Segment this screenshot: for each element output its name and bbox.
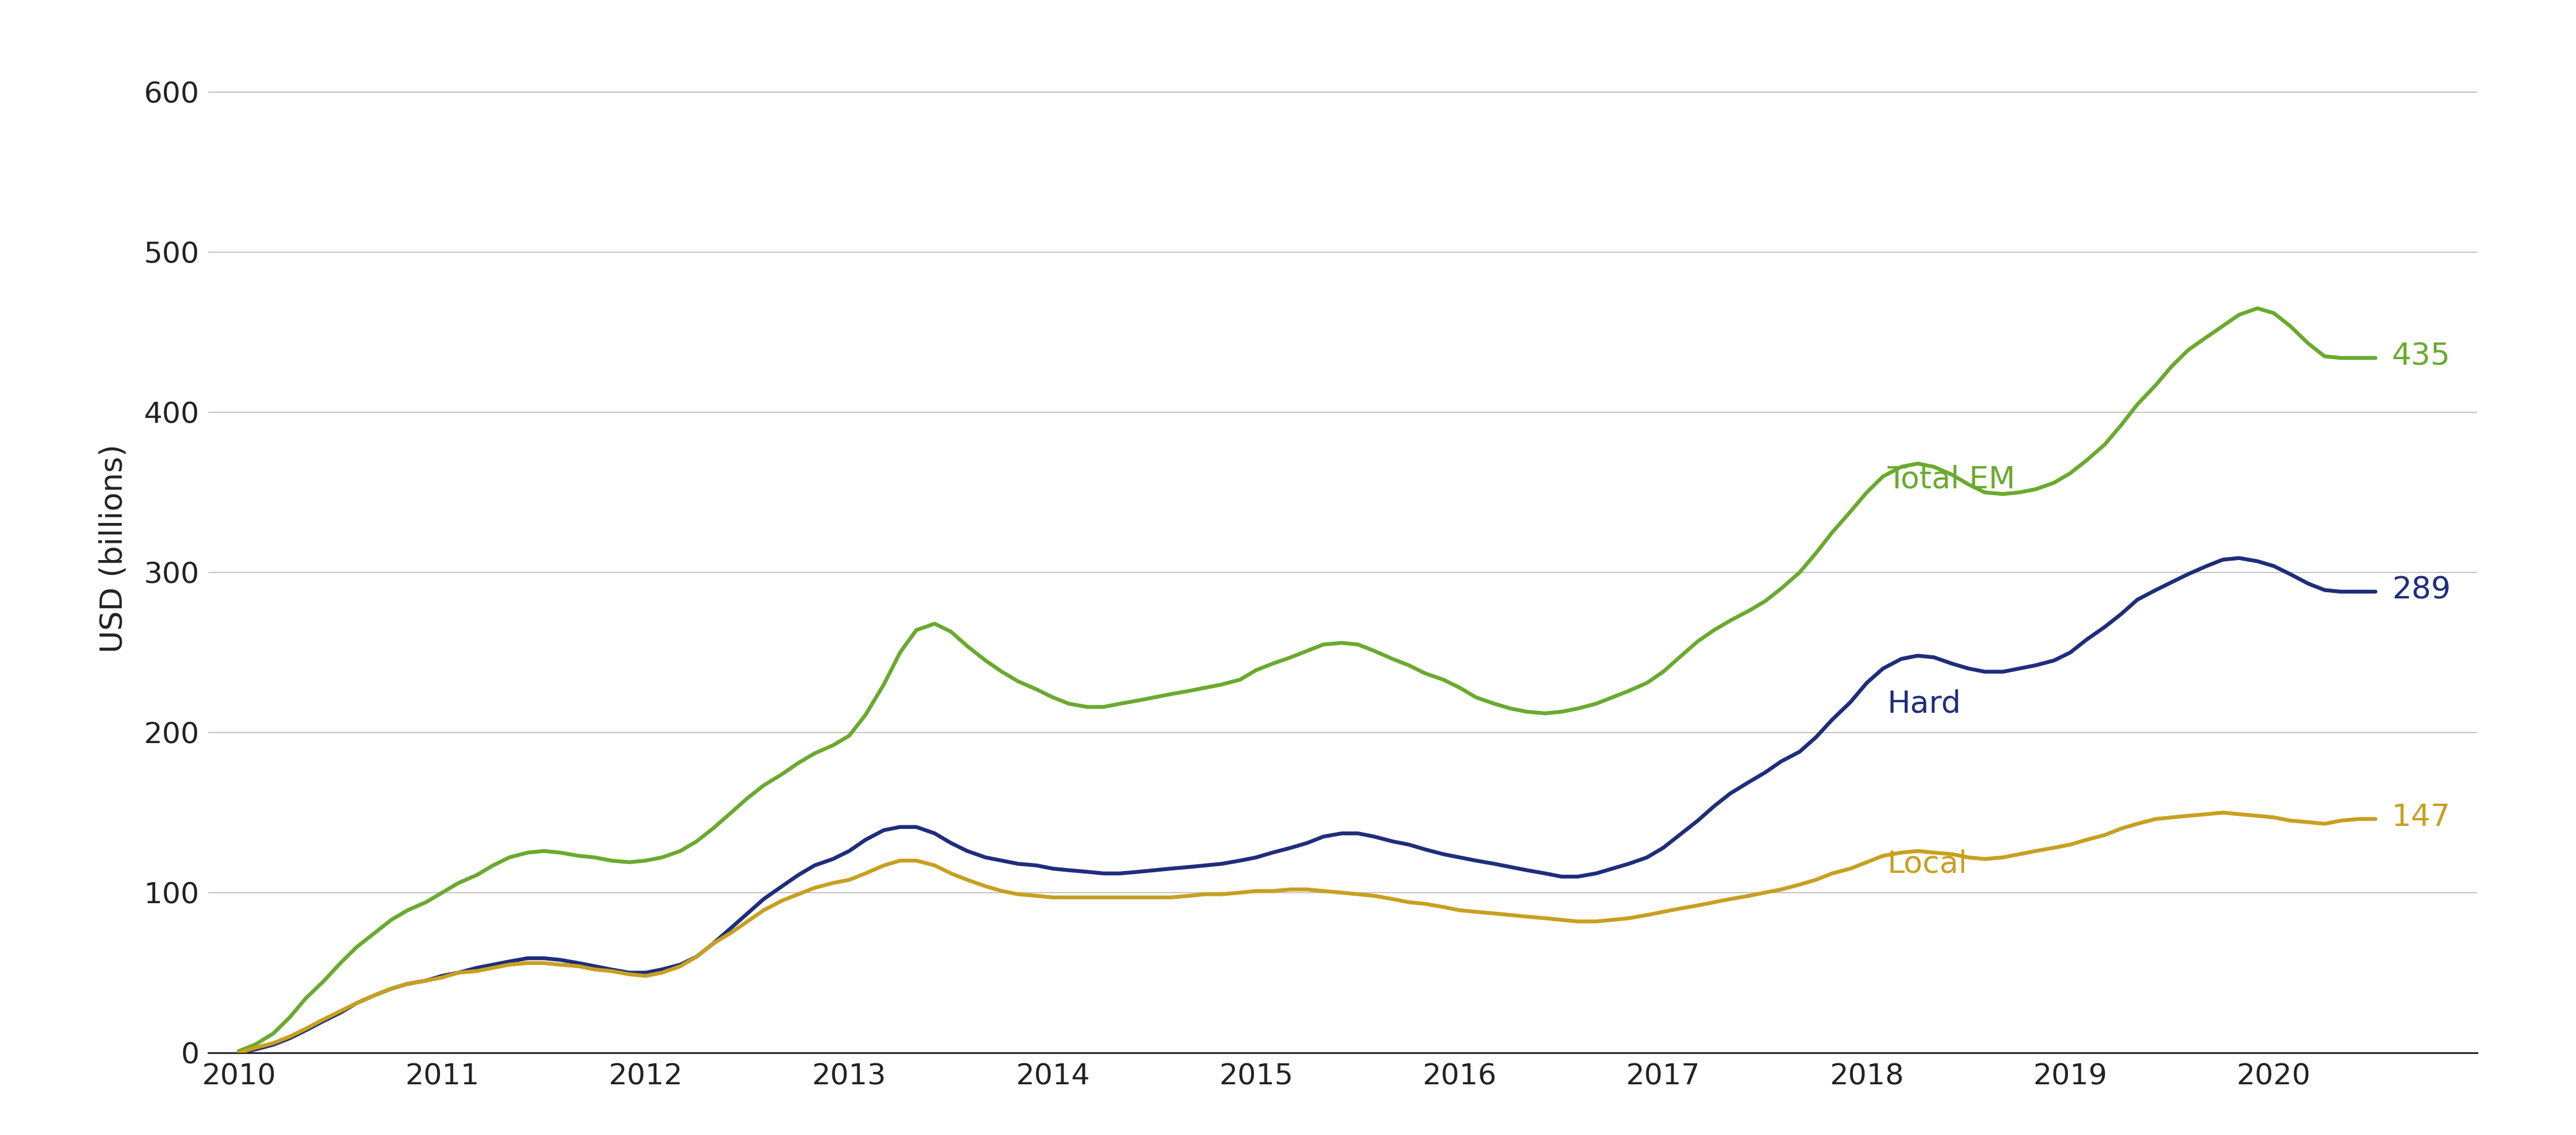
Text: Total EM: Total EM bbox=[1888, 464, 2014, 495]
Text: 435: 435 bbox=[2391, 342, 2450, 371]
Text: 147: 147 bbox=[2391, 802, 2450, 832]
Text: 289: 289 bbox=[2391, 575, 2450, 605]
Text: Local: Local bbox=[1888, 849, 1968, 878]
Y-axis label: USD (billions): USD (billions) bbox=[98, 444, 129, 653]
Text: Hard: Hard bbox=[1888, 689, 1960, 718]
